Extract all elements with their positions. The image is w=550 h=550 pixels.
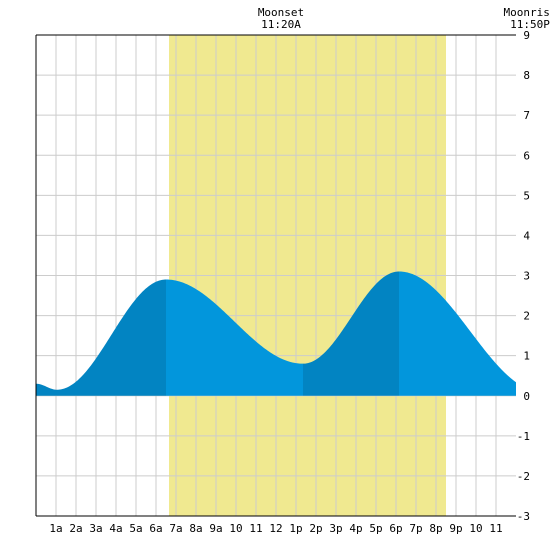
x-tick-label: 10 (469, 522, 482, 535)
tide-segment-falling (399, 271, 516, 396)
x-tick-label: 4a (109, 522, 122, 535)
y-tick-label: 5 (523, 189, 530, 202)
moonset-title: Moonset (257, 6, 305, 19)
tide-segment-falling (166, 279, 303, 396)
x-tick-label: 5a (129, 522, 142, 535)
x-tick-label: 11 (489, 522, 502, 535)
moonrise-time: 11:50P (510, 18, 550, 31)
x-tick-label: 7p (409, 522, 422, 535)
moonrise-title: Moonrise (503, 6, 550, 19)
moonset-time: 11:20A (261, 18, 301, 31)
x-tick-label: 5p (369, 522, 382, 535)
x-tick-label: 4p (349, 522, 362, 535)
y-tick-label: 2 (523, 310, 530, 323)
x-tick-label: 12 (269, 522, 282, 535)
y-tick-label: 1 (523, 350, 530, 363)
moonset-label: Moonset 11:20A (250, 7, 312, 31)
x-tick-label: 3a (89, 522, 102, 535)
moonrise-label: Moonrise 11:50P (500, 7, 550, 31)
x-tick-label: 8a (189, 522, 202, 535)
y-tick-label: 7 (523, 109, 530, 122)
y-tick-label: -2 (517, 470, 530, 483)
y-tick-label: 9 (523, 29, 530, 42)
y-tick-label: -3 (517, 510, 530, 523)
tide-layer (36, 271, 516, 396)
y-tick-label: 6 (523, 149, 530, 162)
x-tick-label: 10 (229, 522, 242, 535)
tide-segment-rising (303, 271, 399, 396)
y-tick-label: 4 (523, 229, 530, 242)
x-tick-label: 2a (69, 522, 82, 535)
x-tick-label: 1a (49, 522, 62, 535)
x-tick-label: 3p (329, 522, 342, 535)
y-tick-label: 3 (523, 270, 530, 283)
y-tick-label: 8 (523, 69, 530, 82)
x-tick-label: 6p (389, 522, 402, 535)
x-tick-label: 9p (449, 522, 462, 535)
x-tick-label: 1p (289, 522, 302, 535)
x-tick-label: 2p (309, 522, 322, 535)
x-tick-label: 7a (169, 522, 182, 535)
y-tick-label: -1 (517, 430, 530, 443)
x-tick-label: 11 (249, 522, 262, 535)
x-tick-label: 6a (149, 522, 162, 535)
x-tick-label: 9a (209, 522, 222, 535)
tide-segment-rising (36, 279, 166, 396)
y-tick-label: 0 (523, 390, 530, 403)
x-tick-label: 8p (429, 522, 442, 535)
